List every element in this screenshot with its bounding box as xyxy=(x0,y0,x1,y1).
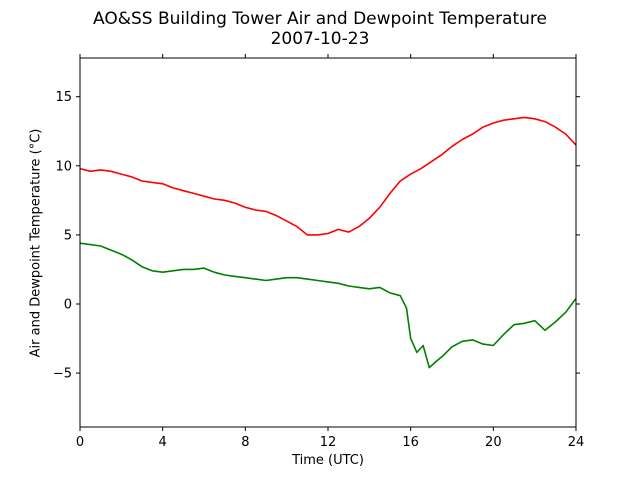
chart-subtitle: 2007-10-23 xyxy=(270,29,370,49)
plot-frame xyxy=(79,57,577,428)
x-axis-label: Time (UTC) xyxy=(292,453,364,468)
x-tick-label: 4 xyxy=(159,435,167,450)
series-line-1 xyxy=(79,116,577,236)
y-tick-label: 10 xyxy=(55,159,72,174)
x-tick-label: 0 xyxy=(76,435,84,450)
y-tick-label: 0 xyxy=(64,298,72,313)
series-line-2 xyxy=(79,242,577,369)
y-tick-label: −5 xyxy=(53,367,72,382)
y-tick-label: 15 xyxy=(55,90,72,105)
y-axis-label: Air and Dewpoint Temperature (°C) xyxy=(28,128,44,358)
x-tick-label: 24 xyxy=(568,435,585,450)
x-tick-label: 8 xyxy=(241,435,249,450)
x-tick-label: 12 xyxy=(320,435,337,450)
x-tick-label: 16 xyxy=(402,435,419,450)
y-tick-label: 5 xyxy=(64,228,72,243)
chart-title: AO&SS Building Tower Air and Dewpoint Te… xyxy=(92,9,547,29)
x-tick-label: 20 xyxy=(485,435,502,450)
